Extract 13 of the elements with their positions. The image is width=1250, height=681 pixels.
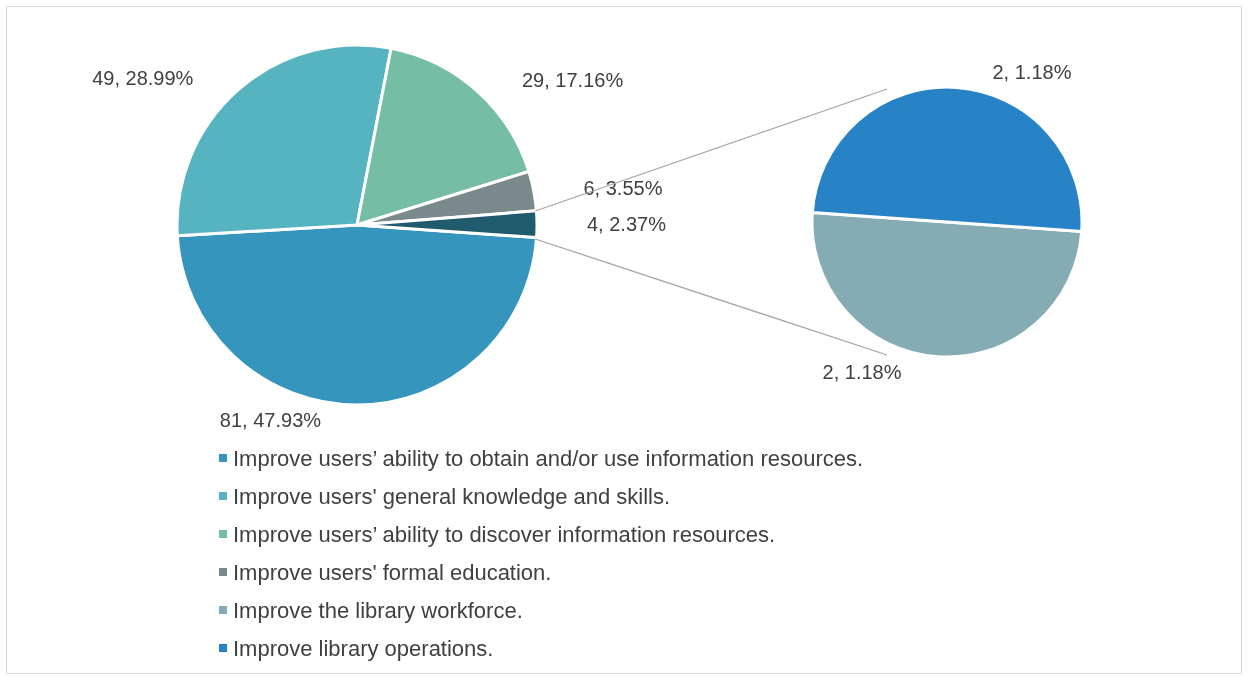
data-label: 29, 17.16%: [522, 68, 624, 91]
data-label: 49, 28.99%: [92, 67, 194, 90]
data-label: 81, 47.93%: [219, 409, 322, 431]
legend-label: Improve users' formal education.: [233, 559, 552, 585]
legend-label: Improve users' general knowledge and skills.: [233, 483, 671, 509]
data-label: 4, 2.37%: [587, 213, 667, 236]
data-label: 6, 3.55%: [583, 177, 663, 200]
legend-label: Improve users’ ability to obtain and/or use information resources.: [233, 445, 864, 471]
legend-label: Improve the library workforce.: [233, 597, 523, 623]
data-label: 2, 1.18%: [822, 360, 902, 383]
legend-label: Improve library operations.: [233, 635, 494, 661]
legend-label: Improve users’ ability to discover information resources.: [233, 521, 776, 547]
data-label: 2, 1.18%: [992, 61, 1072, 84]
